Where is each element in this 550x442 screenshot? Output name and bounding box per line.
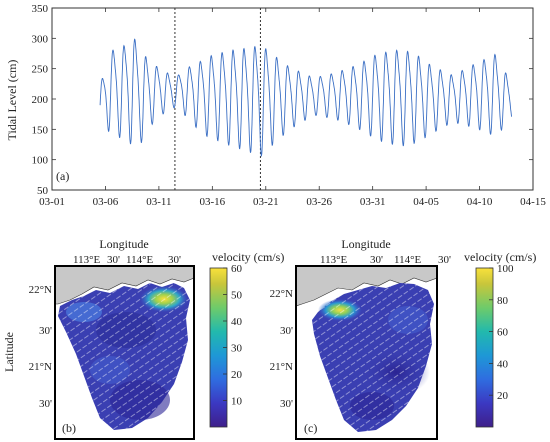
lon-tick-label: 30'	[107, 254, 120, 266]
x-tick-label: 04-10	[467, 196, 493, 208]
colorbar-tick-label: 40	[497, 358, 509, 370]
colorbar-tick-label: 30	[231, 343, 243, 355]
x-tick-label: 04-15	[520, 196, 546, 208]
lat-tick-label: 22°N	[270, 288, 293, 300]
map-b	[55, 266, 194, 439]
lat-tick-label: 30'	[280, 398, 293, 410]
lat-tick-label: 30'	[39, 398, 52, 410]
colorbar-tick-label: 20	[231, 369, 243, 381]
x-tick-label: 04-05	[413, 196, 439, 208]
lon-tick-label: 30'	[370, 254, 383, 266]
x-tick-label: 03-31	[360, 196, 386, 208]
tidal-level-series	[99, 38, 513, 157]
panel-tag-b: (b)	[62, 421, 76, 435]
colorbar-scale-c	[475, 267, 494, 428]
x-tick-label: 03-01	[39, 196, 65, 208]
panel-tag-c: (c)	[304, 421, 317, 435]
x-axis-title-c: Longitude	[341, 237, 390, 251]
x-tick-label: 03-11	[146, 196, 171, 208]
colorbar-tick-label: 60	[497, 327, 509, 339]
colorbar-tick-label: 50	[231, 290, 243, 302]
lat-ticks-b: 22°N 30' 21°N 30'	[29, 284, 52, 410]
lat-tick-label: 21°N	[29, 361, 52, 373]
y-tick-label: 300	[32, 33, 49, 45]
y-tick-label: 150	[32, 124, 49, 136]
panel-a: 50 100 150 200 250 300 350 03-01 03-06 03-11 03-1…	[5, 3, 546, 208]
x-tick-label: 03-21	[253, 196, 279, 208]
y-tick-label: 200	[32, 94, 49, 106]
lon-tick-label: 114°E	[394, 254, 421, 266]
map-frame-b	[54, 265, 195, 440]
x-axis-title-b: Longitude	[99, 237, 148, 251]
colorbar-tick-label: 10	[231, 396, 243, 408]
lat-tick-label: 22°N	[29, 284, 52, 296]
land-c	[296, 266, 437, 307]
colorbar-tick-label: 40	[231, 316, 243, 328]
map-frame-c	[295, 265, 438, 440]
y-axis-title-a: Tidal Level (cm)	[5, 60, 19, 141]
y-tick-label: 50	[37, 185, 49, 197]
y-tick-label: 250	[32, 64, 49, 76]
x-axis-ticks-a: 03-01 03-06 03-11 03-16 03-21 03-26 03-31 04-05…	[39, 8, 546, 208]
lon-tick-label: 30'	[438, 254, 451, 266]
colorbar-tick-label: 60	[231, 263, 243, 275]
panel-b: Longitude 113°E 30' 114°E 30' Latitude 2…	[2, 237, 284, 440]
lon-ticks-b: 113°E 30' 114°E 30'	[73, 254, 181, 266]
lon-ticks-c: 113°E 30' 114°E 30'	[320, 254, 451, 266]
colorbar-ticks-c: 20 40 60 80 100	[489, 263, 514, 402]
x-tick-label: 03-16	[199, 196, 225, 208]
colorbar-tick-label: 20	[497, 390, 509, 402]
map-c	[296, 266, 437, 439]
x-tick-label: 03-26	[306, 196, 332, 208]
land-b	[55, 266, 194, 305]
lon-tick-label: 113°E	[320, 254, 347, 266]
y-tick-label: 350	[32, 3, 49, 15]
y-axis-title-b: Latitude	[2, 332, 16, 372]
x-tick-label: 03-06	[93, 196, 119, 208]
plot-frame-a	[51, 7, 534, 191]
panel-c: Longitude 113°E 30' 114°E 30' 22°N 30' 2…	[270, 237, 536, 440]
lon-tick-label: 114°E	[126, 254, 153, 266]
y-axis-ticks-a: 50 100 150 200 250 300 350	[32, 3, 533, 197]
colorbar-ticks-b: 10 20 30 40 50 60	[223, 263, 243, 408]
lat-tick-label: 30'	[280, 325, 293, 337]
colorbar-c: velocity (cm/s) 20 40 60 80 100	[464, 250, 536, 428]
lat-tick-label: 21°N	[270, 361, 293, 373]
lat-ticks-c: 22°N 30' 21°N 30'	[270, 288, 293, 410]
panel-tag-a: (a)	[56, 169, 69, 183]
colorbar-tick-label: 100	[497, 263, 514, 275]
lon-tick-label: 30'	[168, 254, 181, 266]
colorbar-b: velocity (cm/s) 10 20 30 40 50 60	[209, 250, 284, 428]
lat-tick-label: 30'	[39, 325, 52, 337]
y-tick-label: 100	[32, 155, 49, 167]
lon-tick-label: 113°E	[73, 254, 100, 266]
colorbar-title-b: velocity (cm/s)	[212, 250, 284, 264]
colorbar-title-c: velocity (cm/s)	[464, 250, 536, 264]
colorbar-tick-label: 80	[497, 295, 509, 307]
